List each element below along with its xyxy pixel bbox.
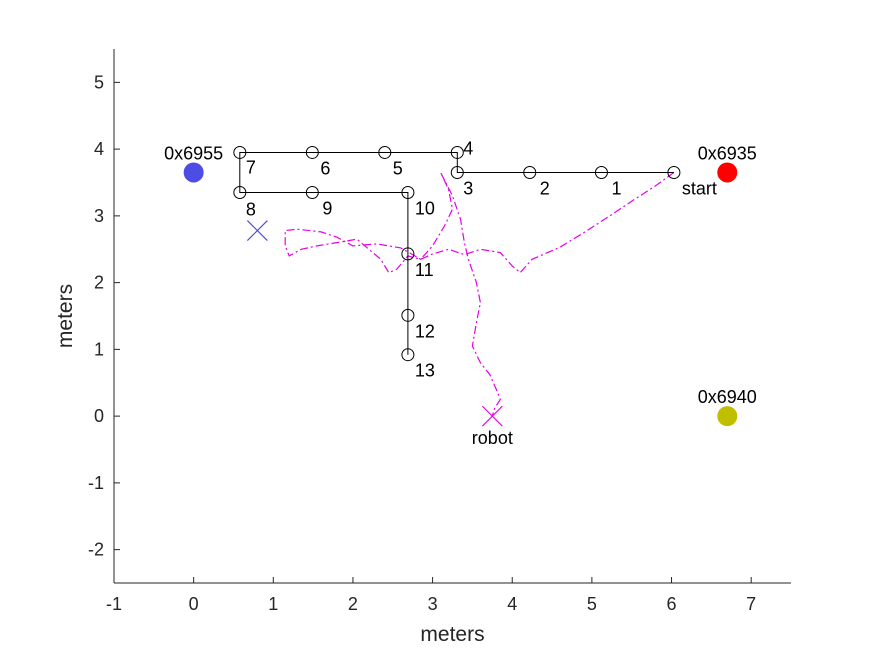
waypoint-label: 6 (320, 158, 330, 178)
anchor-marker (717, 162, 738, 183)
anchor-label: 0x6940 (698, 387, 757, 407)
waypoint-marker (378, 145, 392, 159)
waypoint-marker (305, 145, 319, 159)
waypoint-label: 13 (415, 361, 435, 381)
x-axis-label: meters (420, 623, 484, 646)
x-tick-label: -1 (106, 594, 122, 614)
waypoint-marker (401, 247, 415, 261)
y-tick-label: 2 (94, 273, 104, 293)
waypoint-marker (305, 186, 319, 200)
anchor-label: 0x6935 (698, 143, 757, 163)
waypoint-label: 8 (246, 200, 256, 220)
estimate-cross-b (246, 220, 268, 241)
waypoint-marker (523, 165, 537, 179)
waypoint-label: 1 (611, 178, 621, 198)
waypoint-path (239, 152, 674, 355)
waypoint-label: 5 (393, 158, 403, 178)
y-tick-label: 5 (94, 72, 104, 92)
waypoint-label: 3 (463, 178, 473, 198)
x-tick-label: 7 (746, 594, 756, 614)
x-tick-label: 6 (667, 594, 677, 614)
robot-cross-b (481, 405, 503, 427)
marker-group: 0x6955 0x6935 0x6940 robot (164, 143, 757, 448)
x-tick-label: 4 (507, 594, 517, 614)
waypoint-label: 4 (463, 138, 473, 158)
waypoint-marker (450, 145, 464, 159)
robot-trajectory (284, 172, 675, 417)
anchor-label: 0x6955 (164, 143, 223, 163)
waypoint-marker (401, 348, 415, 362)
y-tick-label: -2 (88, 540, 104, 560)
robot-label: robot (472, 428, 513, 448)
y-tick-label: 3 (94, 206, 104, 226)
waypoint-marker (667, 165, 681, 179)
waypoint-marker (233, 145, 247, 159)
x-tick-label: 3 (428, 594, 438, 614)
x-tick-label: 2 (348, 594, 358, 614)
waypoint-label: start (682, 178, 717, 198)
waypoint-label: 11 (415, 260, 434, 280)
waypoint-label: 7 (246, 157, 256, 177)
x-tick-label: 1 (268, 594, 278, 614)
y-tick-label: -1 (88, 473, 104, 493)
waypoint-label: 2 (540, 178, 550, 198)
x-tick-label: 5 (587, 594, 597, 614)
waypoint-label: 9 (322, 199, 332, 219)
waypoint-label: 12 (415, 321, 435, 341)
anchor-marker (717, 406, 738, 427)
trajectory-group (284, 172, 675, 417)
waypoint-marker (401, 308, 415, 322)
anchor-marker (183, 162, 204, 183)
waypoint-marker (401, 186, 415, 200)
waypoint-marker (233, 186, 247, 200)
waypoint-marker (594, 165, 608, 179)
waypoint-label: 10 (415, 199, 435, 219)
y-tick-label: 4 (94, 139, 104, 159)
y-tick-label: 0 (94, 406, 104, 426)
y-axis-label: meters (54, 284, 77, 348)
x-tick-label: 0 (189, 594, 199, 614)
waypoint-marker (450, 165, 464, 179)
y-tick-label: 1 (94, 339, 104, 359)
